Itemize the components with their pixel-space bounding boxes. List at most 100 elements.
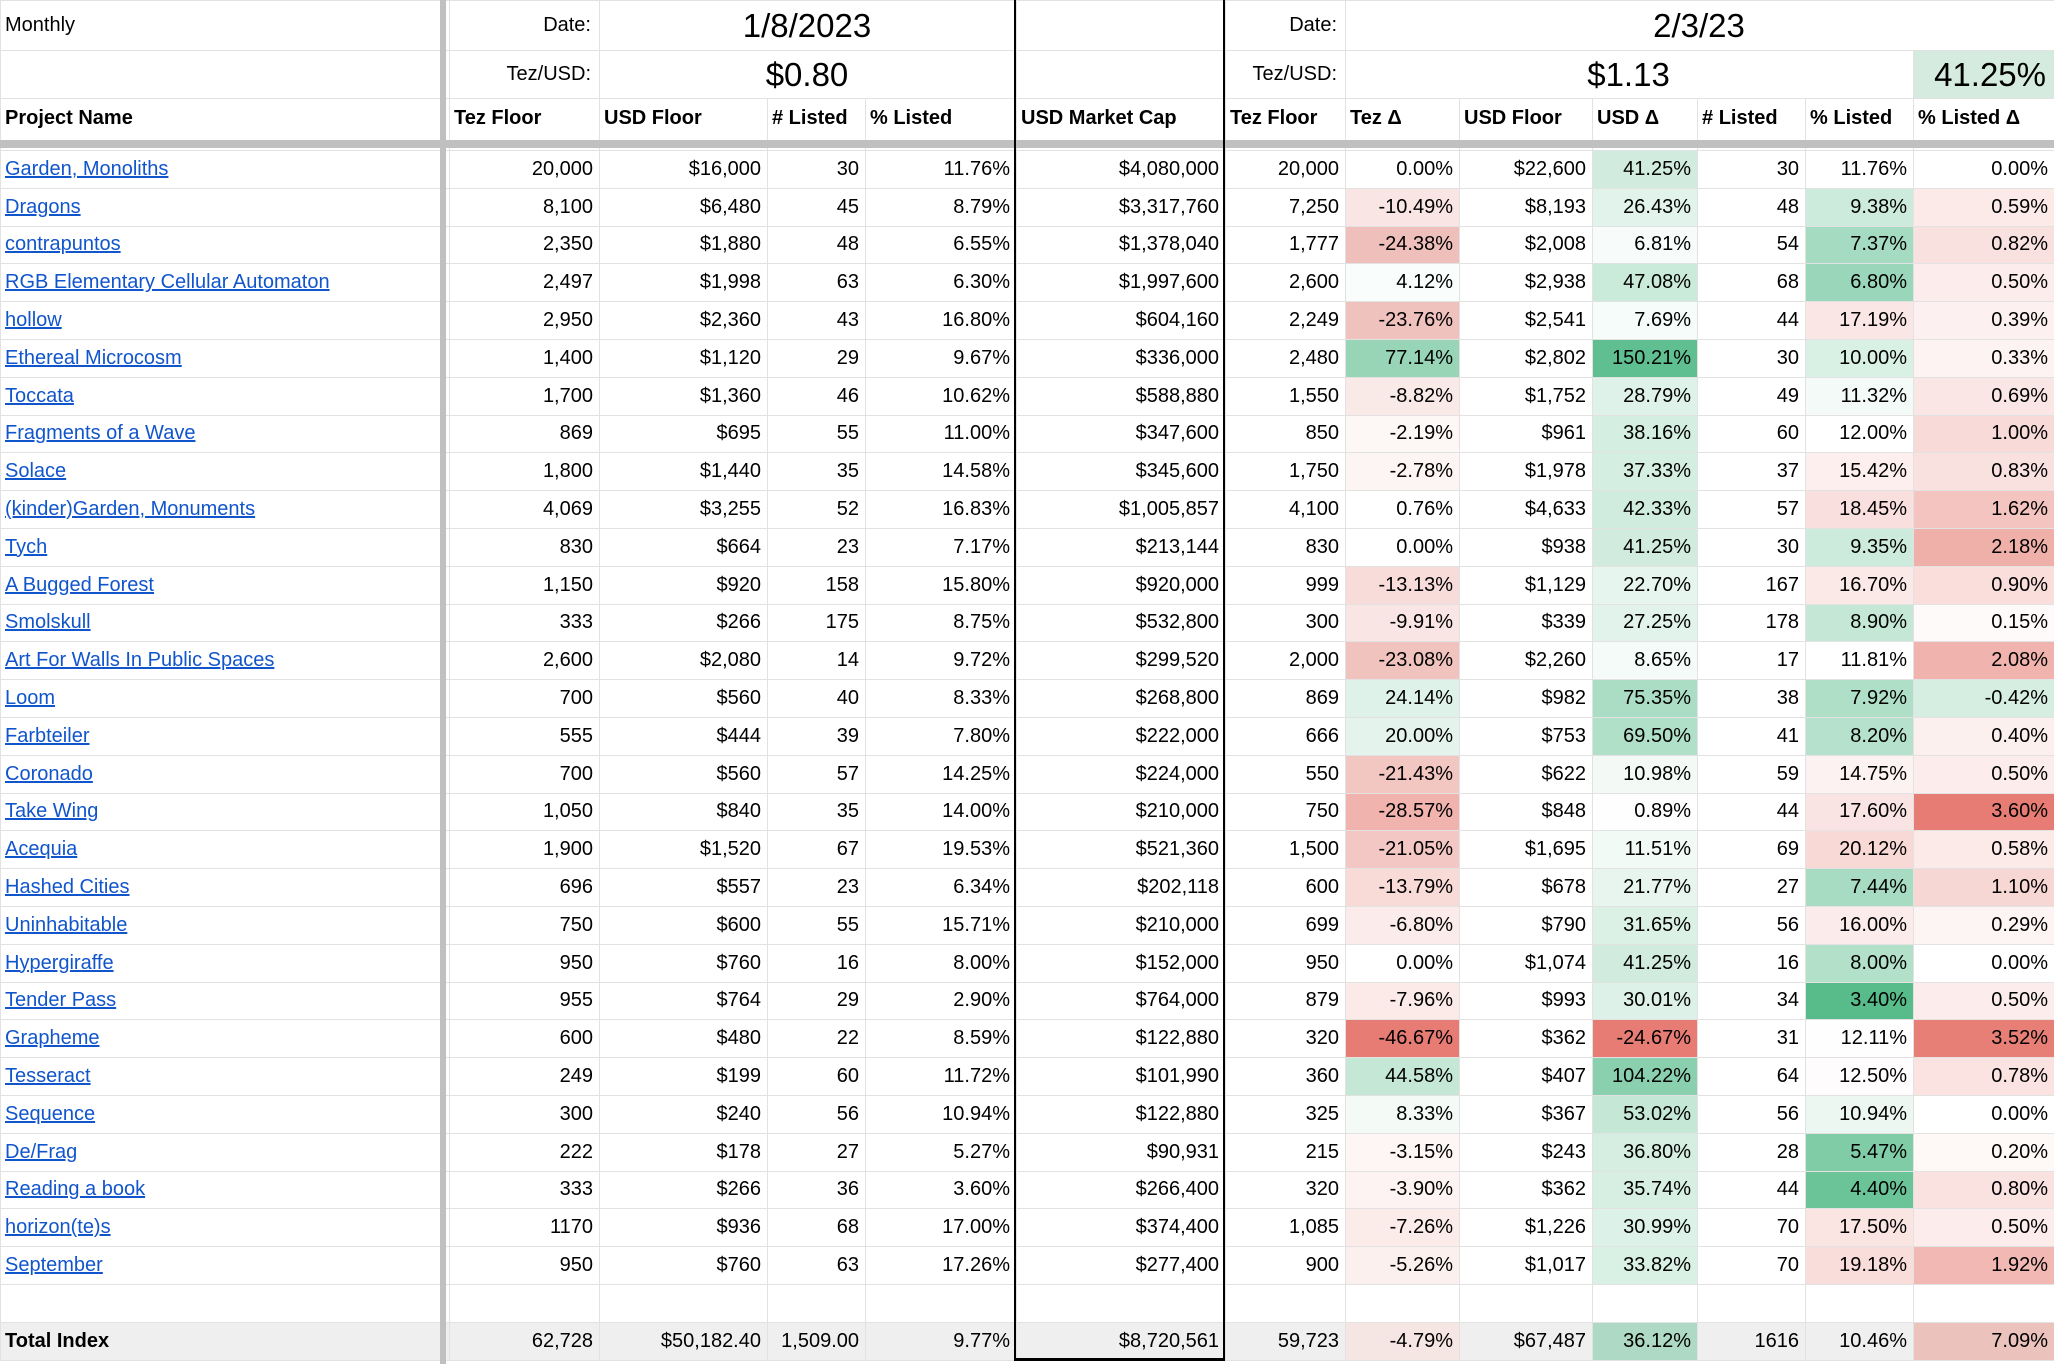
cell-tez-floor-2[interactable]: 900 [1225,1246,1347,1285]
cell-pct-listed-2[interactable]: 16.70% [1805,565,1915,605]
cell-tez-floor-1[interactable]: 955 [449,981,600,1021]
cell-pct-listed-1[interactable]: 5.27% [864,1132,1018,1172]
cell-pct-listed-1[interactable]: 8.75% [864,603,1018,643]
cell-pct-listed-1[interactable]: 19.53% [864,830,1018,870]
cell-num-listed-2[interactable]: 178 [1697,603,1807,643]
empty-cell[interactable] [1016,1283,1227,1323]
cell-pct-listed-1[interactable]: 6.30% [864,263,1018,303]
project-link[interactable]: RGB Elementary Cellular Automaton [5,271,330,294]
cell-tez-floor-2[interactable]: 1,750 [1225,452,1347,492]
cell-num-listed-1[interactable]: 27 [767,1132,866,1172]
cell-tez-delta[interactable]: -2.78% [1345,452,1461,492]
project-link[interactable]: Art For Walls In Public Spaces [5,649,275,672]
cell-num-listed-1[interactable]: 63 [767,1246,866,1285]
total-tez-floor-1[interactable]: 62,728 [449,1321,600,1361]
cell-num-listed-2[interactable]: 38 [1697,679,1807,718]
cell-pct-listed-1[interactable]: 9.67% [864,338,1018,378]
cell-pct-listed-2[interactable]: 11.76% [1805,150,1915,189]
cell-pct-listed-2[interactable]: 3.40% [1805,981,1915,1021]
cell-pct-listed-delta[interactable]: 0.00% [1913,150,2054,189]
cell-usd-market-cap[interactable]: $345,600 [1016,452,1227,492]
project-link[interactable]: Sequence [5,1102,96,1125]
cell-pct-listed-delta[interactable]: 0.82% [1913,225,2054,265]
cell-usd-floor-2[interactable]: $362 [1459,1019,1594,1059]
cell-pct-listed-delta[interactable]: 0.50% [1913,981,2054,1021]
empty-cell[interactable] [1697,1283,1807,1323]
cell-tez-floor-2[interactable]: 2,480 [1225,338,1347,378]
cell-usd-market-cap[interactable]: $299,520 [1016,641,1227,681]
empty-cell[interactable] [1459,1283,1594,1323]
date-value-right[interactable]: 2/3/23 [1345,0,2054,51]
cell-tez-floor-2[interactable]: 1,500 [1225,830,1347,870]
cell-usd-floor-2[interactable]: $2,008 [1459,225,1594,265]
cell-usd-floor-1[interactable]: $178 [599,1132,768,1172]
cell-usd-floor-2[interactable]: $8,193 [1459,187,1594,227]
cell-tez-delta[interactable]: -7.26% [1345,1208,1461,1248]
cell-usd-market-cap[interactable]: $210,000 [1016,792,1227,832]
cell-pct-listed-delta[interactable]: 0.80% [1913,1170,2054,1210]
cell-usd-floor-2[interactable]: $622 [1459,754,1594,794]
cell-pct-listed-2[interactable]: 5.47% [1805,1132,1915,1172]
cell-project-name[interactable]: Toccata [0,376,450,416]
cell-num-listed-2[interactable]: 59 [1697,754,1807,794]
cell-project-name[interactable]: RGB Elementary Cellular Automaton [0,263,450,303]
monthly-label-cell[interactable]: Monthly [0,0,450,51]
cell-usd-floor-2[interactable]: $982 [1459,679,1594,718]
cell-project-name[interactable]: Tesseract [0,1057,450,1096]
cell-tez-floor-1[interactable]: 2,350 [449,225,600,265]
cell-project-name[interactable]: contrapuntos [0,225,450,265]
cell-project-name[interactable]: Art For Walls In Public Spaces [0,641,450,681]
cell-num-listed-2[interactable]: 54 [1697,225,1807,265]
cell-usd-market-cap[interactable]: $764,000 [1016,981,1227,1021]
cell-tez-floor-2[interactable]: 879 [1225,981,1347,1021]
cell-num-listed-2[interactable]: 64 [1697,1057,1807,1096]
cell-pct-listed-1[interactable]: 15.80% [864,565,1018,605]
cell-usd-delta[interactable]: 41.25% [1592,150,1699,189]
cell-pct-listed-2[interactable]: 8.00% [1805,943,1915,983]
cell-num-listed-2[interactable]: 56 [1697,905,1807,945]
cell-usd-delta[interactable]: 30.01% [1592,981,1699,1021]
cell-usd-floor-2[interactable]: $339 [1459,603,1594,643]
total-pct-listed-2[interactable]: 10.46% [1805,1321,1915,1361]
cell-pct-listed-2[interactable]: 16.00% [1805,905,1915,945]
project-link[interactable]: Garden, Monoliths [5,157,169,180]
cell-tez-floor-1[interactable]: 1,800 [449,452,600,492]
cell-usd-market-cap[interactable]: $920,000 [1016,565,1227,605]
cell-usd-floor-1[interactable]: $6,480 [599,187,768,227]
project-link[interactable]: Acequia [5,838,78,861]
cell-usd-delta[interactable]: 30.99% [1592,1208,1699,1248]
cell-tez-floor-1[interactable]: 300 [449,1094,600,1134]
cell-usd-floor-2[interactable]: $407 [1459,1057,1594,1096]
cell-usd-floor-1[interactable]: $240 [599,1094,768,1134]
cell-usd-market-cap[interactable]: $3,317,760 [1016,187,1227,227]
cell-project-name[interactable]: Farbteiler [0,716,450,756]
cell-num-listed-1[interactable]: 45 [767,187,866,227]
project-link[interactable]: Uninhabitable [5,913,128,936]
cell-tez-delta[interactable]: -3.90% [1345,1170,1461,1210]
cell-num-listed-2[interactable]: 16 [1697,943,1807,983]
empty-cell[interactable] [1805,1283,1915,1323]
cell-pct-listed-delta[interactable]: 0.39% [1913,301,2054,340]
cell-pct-listed-delta[interactable]: 0.58% [1913,830,2054,870]
cell-pct-listed-delta[interactable]: 0.50% [1913,263,2054,303]
cell-project-name[interactable]: (kinder)Garden, Monuments [0,490,450,529]
empty-cell[interactable] [1913,1283,2054,1323]
cell-pct-listed-delta[interactable]: 0.50% [1913,754,2054,794]
cell-tez-floor-1[interactable]: 4,069 [449,490,600,529]
cell-usd-market-cap[interactable]: $101,990 [1016,1057,1227,1096]
empty-cell[interactable] [864,1283,1018,1323]
cell-pct-listed-delta[interactable]: 0.40% [1913,716,2054,756]
cell-pct-listed-2[interactable]: 6.80% [1805,263,1915,303]
cell-usd-floor-1[interactable]: $1,440 [599,452,768,492]
empty-cell[interactable] [1592,1283,1699,1323]
total-pct-listed-delta[interactable]: 7.09% [1913,1321,2054,1361]
cell-pct-listed-1[interactable]: 14.58% [864,452,1018,492]
cell-tez-delta[interactable]: -5.26% [1345,1246,1461,1285]
cell-pct-listed-2[interactable]: 7.37% [1805,225,1915,265]
cell-usd-delta[interactable]: 31.65% [1592,905,1699,945]
cell-usd-delta[interactable]: 69.50% [1592,716,1699,756]
cell-tez-delta[interactable]: -28.57% [1345,792,1461,832]
cell-pct-listed-delta[interactable]: 0.00% [1913,943,2054,983]
cell-num-listed-2[interactable]: 44 [1697,301,1807,340]
project-link[interactable]: Hashed Cities [5,876,130,899]
